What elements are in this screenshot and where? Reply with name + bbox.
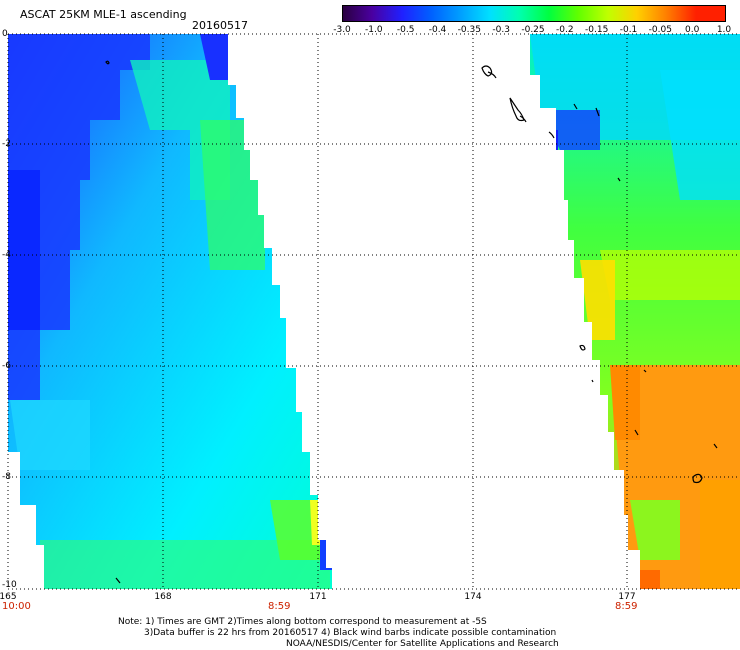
colorbar-tick-label: -0.05 — [648, 25, 672, 35]
colorbar-tick-label: 1.0 — [716, 25, 732, 35]
longitude-label: 177 — [618, 592, 636, 602]
longitude-label: 171 — [309, 592, 327, 602]
colorbar-tick-label: 0.0 — [684, 25, 700, 35]
colorbar-tick-label: -0.25 — [521, 25, 545, 35]
note-line-2: 3)Data buffer is 22 hrs from 20160517 4)… — [144, 628, 557, 638]
colorbar-segment — [607, 6, 637, 21]
latitude-label: -8 — [2, 472, 11, 482]
right-swath — [530, 34, 740, 589]
latitude-label: -10 — [2, 580, 17, 590]
latitude-label: -2 — [2, 139, 11, 149]
latitude-label: -4 — [2, 250, 11, 260]
colorbar-segment — [343, 6, 373, 21]
latitude-label: -6 — [2, 361, 11, 371]
island-outlines — [105, 60, 718, 584]
grid-lines — [7, 33, 740, 590]
colorbar-tick-label: -3.0 — [333, 25, 351, 35]
note-line-3: NOAA/NESDIS/Center for Satellite Applica… — [286, 639, 559, 649]
colorbar-tick-label: -0.2 — [556, 25, 574, 35]
colorbar — [342, 5, 726, 22]
colorbar-tick-label: -0.4 — [428, 25, 447, 35]
time-label-left: 10:00 — [2, 601, 31, 612]
time-label-right: 8:59 — [615, 601, 638, 612]
longitude-label: 168 — [154, 592, 172, 602]
colorbar-segment — [636, 6, 667, 21]
map-date: 20160517 — [192, 19, 248, 32]
longitude-label: 174 — [464, 592, 482, 602]
map-title: ASCAT 25KM MLE-1 ascending — [20, 8, 187, 21]
colorbar-tick-label: -0.15 — [585, 25, 609, 35]
colorbar-tick-label: -0.1 — [619, 25, 638, 35]
colorbar-segment — [372, 6, 402, 21]
colorbar-segment — [666, 6, 696, 21]
colorbar-segment — [548, 6, 579, 21]
time-label-middle: 8:59 — [268, 601, 291, 612]
colorbar-segment — [401, 6, 432, 21]
colorbar-tick-label: -0.35 — [457, 25, 481, 35]
note-line-1: Note: 1) Times are GMT 2)Times along bot… — [118, 617, 487, 627]
colorbar-segment — [519, 6, 549, 21]
latitude-label: 0 — [2, 29, 8, 39]
colorbar-segment — [431, 6, 461, 21]
colorbar-segment — [489, 6, 520, 21]
longitude-label: 165 — [0, 592, 17, 602]
colorbar-tick-label: -0.5 — [396, 25, 415, 35]
colorbar-tick-label: -0.3 — [492, 25, 510, 35]
colorbar-tick-label: -1.0 — [365, 25, 383, 35]
left-swath — [8, 34, 332, 589]
colorbar-segment — [460, 6, 490, 21]
colorbar-segment — [695, 6, 726, 21]
colorbar-segment — [578, 6, 608, 21]
